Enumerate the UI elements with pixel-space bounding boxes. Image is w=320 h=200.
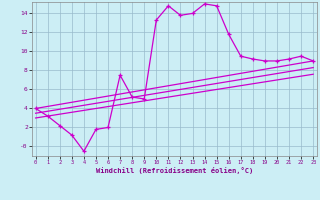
X-axis label: Windchill (Refroidissement éolien,°C): Windchill (Refroidissement éolien,°C) (96, 167, 253, 174)
